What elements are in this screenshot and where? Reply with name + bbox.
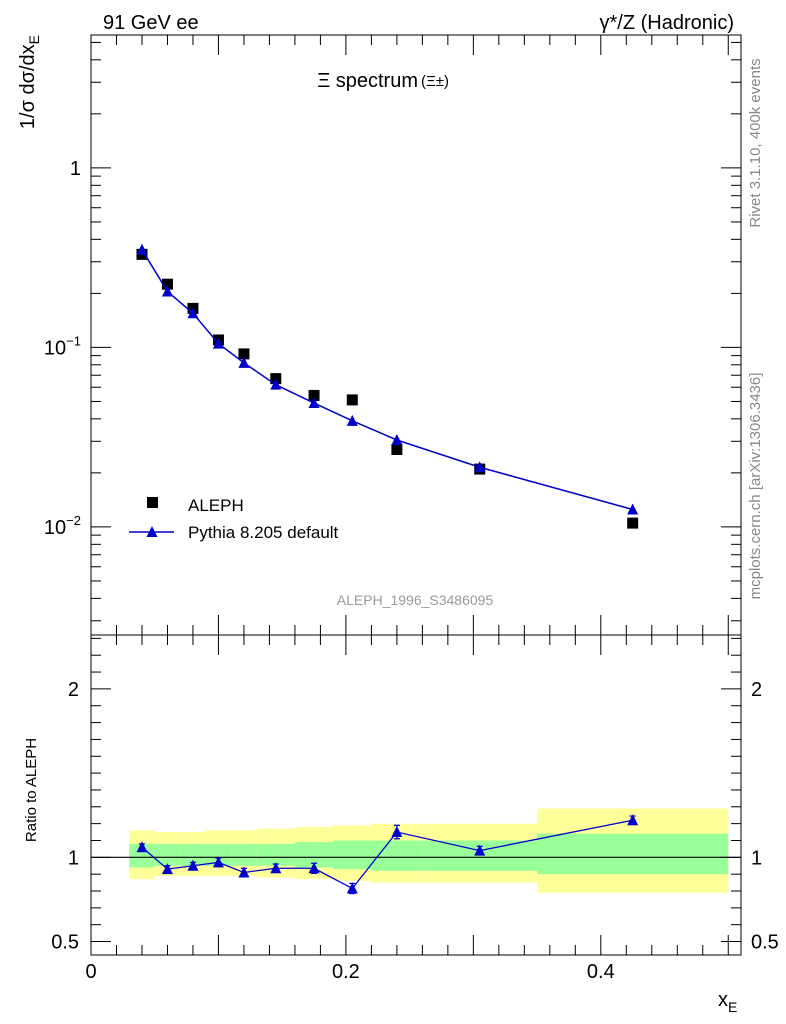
aleph-data-point <box>627 517 639 529</box>
pythia-data-point <box>187 307 199 319</box>
chart-title: Ξ spectrum <box>317 70 418 92</box>
pythia-data-point <box>627 503 639 515</box>
pythia-curve <box>141 249 633 511</box>
ratio-band-inner <box>371 840 423 871</box>
ratio-band-inner <box>231 843 257 866</box>
mcplots-label: mcplots.cern.ch [arXiv:1306.3436] <box>747 373 764 600</box>
main-y-axis-label: 1/σ dσ/dxE <box>17 35 42 129</box>
pythia-data-point <box>161 285 173 297</box>
ratio-data-point <box>187 859 199 871</box>
ratio-y-tick-label-right: 0.5 <box>751 932 779 954</box>
ratio-y-axis-label: Ratio to ALEPH <box>23 738 40 842</box>
ratio-data-point <box>161 863 173 875</box>
x-tick-label: 0.4 <box>587 961 615 983</box>
ratio-band-inner <box>205 843 232 866</box>
ratio-y-tick-label-right: 2 <box>751 679 762 701</box>
y-label-subscript: E <box>26 35 42 44</box>
ratio-data-point <box>136 841 148 853</box>
ratio-data-point <box>391 826 403 838</box>
energy-label: 91 GeV ee <box>103 12 199 34</box>
process-label: γ*/Z (Hadronic) <box>600 12 734 34</box>
ratio-y-tick-label-left: 2 <box>68 679 79 701</box>
aleph-data-point <box>346 394 358 406</box>
legend: ALEPH Pythia 8.205 default <box>129 496 339 542</box>
pythia-data-point <box>212 337 224 349</box>
pythia-data-point <box>136 243 148 255</box>
aleph-data-point <box>391 443 403 455</box>
ratio-uncertainty-bands <box>129 808 729 893</box>
ratio-band-inner <box>180 843 206 866</box>
ratio-data-point <box>474 844 486 856</box>
ratio-data-point <box>308 862 320 874</box>
ratio-data-layer <box>136 814 639 895</box>
x-label-text: x <box>718 989 728 1011</box>
x-tick-label: 0.2 <box>332 961 360 983</box>
legend-aleph-label: ALEPH <box>188 496 244 515</box>
ratio-plot-frame <box>90 634 742 956</box>
chart-title-suffix: (Ξ±) <box>421 73 449 90</box>
ratio-band-inner <box>256 843 295 866</box>
pythia-data-point <box>238 356 250 368</box>
pythia-data-point <box>474 461 486 473</box>
ratio-band-inner <box>154 843 181 866</box>
ratio-data-point <box>627 814 639 826</box>
pythia-data-point <box>270 378 282 390</box>
x-tick-label: 0 <box>85 961 96 983</box>
ratio-y-tick-label-right: 1 <box>751 847 762 869</box>
x-axis-label: xE <box>718 989 737 1015</box>
main-plot-area: 10−2 10−1 1 <box>44 35 741 635</box>
rivet-version-label: Rivet 3.1.10, 400k events <box>747 58 764 227</box>
main-y-tick-label: 10−1 <box>44 333 81 359</box>
main-y-tick-label: 1 <box>70 158 81 180</box>
legend-aleph-marker <box>147 497 158 508</box>
pythia-data-point <box>308 397 320 409</box>
ratio-data-point <box>270 862 282 874</box>
pythia-data-point <box>346 414 358 426</box>
ratio-plot-area: 0 0.2 0.4 0.5 0.5 1 1 2 2 <box>51 635 779 983</box>
main-plot-frame <box>90 34 742 636</box>
ratio-data-point <box>212 856 224 868</box>
ratio-data-point <box>238 866 250 878</box>
main-data-layer <box>136 243 639 529</box>
ratio-band-inner <box>129 843 155 868</box>
ratio-band-inner <box>537 833 729 875</box>
aleph-data-point <box>308 389 320 401</box>
aleph-data-point <box>270 373 282 385</box>
legend-pythia-marker <box>146 526 158 537</box>
aleph-data-point <box>238 348 250 360</box>
analysis-label: ALEPH_1996_S3486095 <box>337 592 494 608</box>
ratio-band-inner <box>333 840 372 870</box>
pythia-data-point <box>391 433 403 445</box>
aleph-data-point <box>161 278 173 290</box>
legend-pythia-label: Pythia 8.205 default <box>188 523 339 542</box>
ratio-data-point <box>346 882 358 894</box>
ratio-y-tick-label-left: 1 <box>68 847 79 869</box>
y-label-text: 1/σ dσ/dx <box>17 44 39 129</box>
main-y-tick-label: 10−2 <box>44 513 81 539</box>
ratio-y-tick-label-left: 0.5 <box>51 932 79 954</box>
x-label-subscript: E <box>728 999 737 1015</box>
